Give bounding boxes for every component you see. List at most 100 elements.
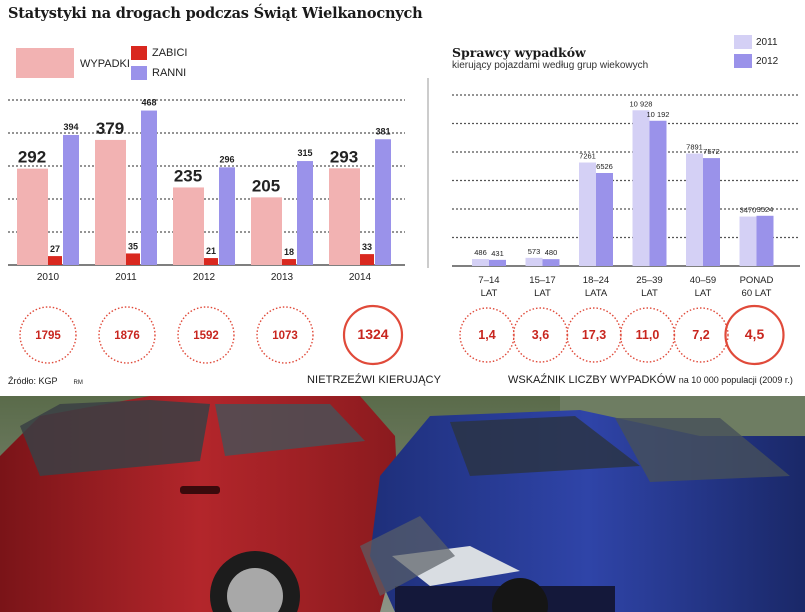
label-2012: 3524 [757, 205, 774, 214]
x-tick-label-line2: LAT [695, 288, 712, 299]
right-panel-title: Sprawcy wypadków [452, 45, 586, 60]
accident-rate-label-small: na 10 000 populacji (2009 r.) [678, 375, 793, 385]
label-wypadki: 293 [330, 147, 358, 166]
drunk-drivers-value: 1876 [114, 330, 140, 342]
legend-ranni-label: RANNI [152, 67, 187, 79]
x-tick-label: 2012 [193, 272, 216, 283]
drunk-drivers-circle [19, 306, 77, 364]
label-2012: 480 [545, 248, 558, 257]
bar-ranni [141, 110, 157, 265]
drunk-drivers-value: 1324 [357, 326, 388, 342]
drunk-drivers-value: 1592 [193, 330, 219, 342]
label-ranni: 394 [63, 122, 78, 132]
accident-rate-value: 3,6 [532, 328, 549, 342]
label-2011: 573 [528, 247, 541, 256]
bar-2012 [756, 215, 774, 266]
label-zabici: 33 [362, 242, 372, 252]
bar-2012 [703, 158, 720, 266]
bar-ranni [375, 139, 391, 265]
label-ranni: 381 [375, 126, 390, 136]
bar-2011 [739, 216, 757, 266]
x-tick-label-line2: LAT [534, 288, 551, 299]
legend-ranni-swatch [131, 66, 147, 80]
x-tick-label: 2013 [271, 272, 294, 283]
author-initials: RM [73, 380, 83, 386]
legend-zabici-swatch [131, 46, 147, 60]
x-tick-label-line1: 40–59 [690, 275, 716, 286]
drunk-drivers-circles: 1795 1876 1592 1073 1324 [19, 304, 404, 366]
accident-rate-circles: 1,4 3,6 17,3 11,0 7,2 4,5 [459, 304, 785, 366]
drunk-drivers-circle [98, 306, 156, 364]
bar-2012 [596, 173, 613, 266]
label-zabici: 18 [284, 247, 294, 257]
x-tick-label-line2: LAT [641, 288, 658, 299]
bar-ranni [219, 167, 235, 265]
bar-ranni [297, 161, 313, 265]
bar-zabici [360, 254, 374, 265]
drunk-drivers-label: NIETRZEŹWI KIERUJĄCY [307, 374, 442, 386]
accident-rate-value: 1,4 [478, 328, 495, 342]
drunk-drivers-circle [342, 304, 404, 366]
x-tick-label-line2: LAT [481, 288, 498, 299]
accident-rate-circle [724, 304, 785, 366]
bar-2011 [686, 153, 703, 266]
page-title: Statystyki na drogach podczas Świąt Wiel… [8, 5, 423, 22]
accident-rate-value: 7,2 [692, 328, 709, 342]
accident-rate-circle [673, 307, 729, 363]
bar-wypadki [17, 168, 48, 265]
label-2012: 7572 [703, 147, 720, 156]
label-wypadki: 379 [96, 119, 124, 138]
bar-2011 [472, 259, 489, 266]
x-tick-label-line1: 15–17 [529, 275, 555, 286]
bar-zabici [282, 259, 296, 265]
label-ranni: 468 [141, 98, 156, 108]
legend-2012-swatch [734, 54, 752, 68]
bar-wypadki [251, 197, 282, 265]
legend-2011-swatch [734, 35, 752, 49]
car-crash-photo [0, 396, 805, 612]
infographic-charts: 292 27 394 2010 379 35 468 2011 235 21 296 2012 205 1… [8, 78, 800, 366]
label-wypadki: 235 [174, 166, 202, 185]
bar-2011 [579, 162, 596, 266]
accident-rate-value: 11,0 [636, 328, 660, 342]
legend-2011-label: 2011 [756, 37, 778, 48]
bar-2011 [525, 257, 543, 266]
label-ranni: 296 [219, 154, 234, 164]
x-tick-label-line2: LATA [585, 288, 608, 299]
label-2012: 431 [491, 249, 504, 258]
x-tick-label-line1: 25–39 [636, 275, 662, 286]
x-tick-label: 2011 [115, 272, 137, 283]
bar-zabici [48, 256, 62, 265]
legend-wypadki-swatch [16, 48, 74, 78]
legend-2012-label: 2012 [756, 56, 779, 67]
label-wypadki: 292 [18, 148, 46, 167]
left-bar-chart: 292 27 394 2010 379 35 468 2011 235 21 296 2012 205 1… [8, 98, 405, 283]
bar-2012 [542, 259, 560, 266]
label-2011: 7891 [686, 143, 703, 152]
label-zabici: 35 [128, 241, 138, 251]
bar-2011 [632, 110, 650, 266]
label-zabici: 27 [50, 244, 60, 254]
bar-zabici [204, 258, 218, 265]
bar-wypadki [173, 187, 204, 265]
legend-zabici-label: ZABICI [152, 47, 188, 59]
label-wypadki: 205 [252, 176, 280, 195]
x-tick-label: 2010 [37, 272, 60, 283]
source-note: Źródło: KGP RM [8, 376, 83, 386]
bar-ranni [63, 134, 79, 265]
drunk-drivers-value: 1073 [272, 330, 298, 342]
label-2011: 3470 [740, 206, 757, 215]
bar-2012 [489, 259, 506, 266]
x-tick-label-line1: 18–24 [583, 275, 609, 286]
accident-rate-label: WSKAŹNIK LICZBY WYPADKÓW [508, 374, 676, 386]
drunk-drivers-value: 1795 [35, 330, 61, 342]
legend-wypadki-label: WYPADKI [80, 58, 130, 70]
label-2012: 6526 [596, 162, 613, 171]
bar-zabici [126, 253, 140, 265]
right-panel-subtitle: kierujący pojazdami według grup wiekowyc… [452, 60, 649, 71]
bar-wypadki [95, 139, 126, 265]
x-tick-label: 2014 [349, 272, 372, 283]
bar-wypadki [329, 168, 360, 265]
accident-rate-value: 4,5 [745, 326, 765, 342]
